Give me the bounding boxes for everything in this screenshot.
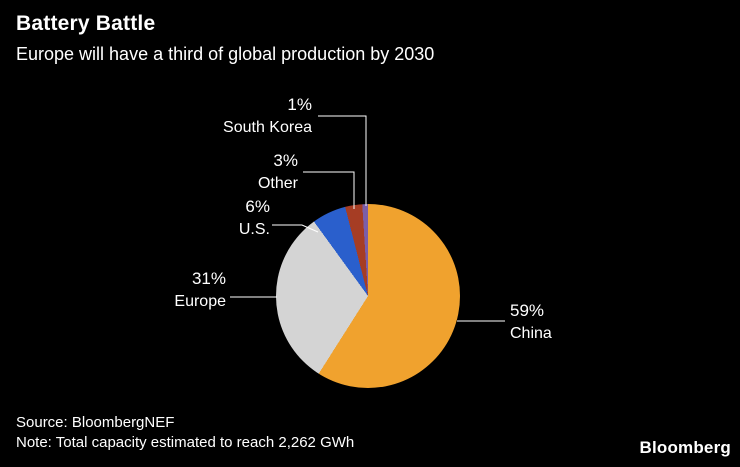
callout-europe: 31% Europe xyxy=(174,267,226,313)
callout-china-label: China xyxy=(510,325,552,342)
callout-china: 59% China xyxy=(510,299,552,345)
chart-title: Battery Battle xyxy=(16,12,156,35)
note-line: Note: Total capacity estimated to reach … xyxy=(16,434,355,451)
callout-europe-value: 31% xyxy=(191,269,226,288)
callout-china-value: 59% xyxy=(510,301,545,320)
callout-other: 3% Other xyxy=(258,149,298,195)
callout-south-korea-value: 1% xyxy=(287,95,312,114)
callout-south-korea-label: South Korea xyxy=(223,119,312,136)
callout-us: 6% U.S. xyxy=(239,195,270,241)
source-line: Source: BloombergNEF xyxy=(16,414,175,431)
bloomberg-logo: Bloomberg xyxy=(639,438,731,457)
callout-us-value: 6% xyxy=(245,197,270,216)
leader-line-south-korea xyxy=(318,115,367,206)
pie-chart xyxy=(276,204,460,388)
callout-south-korea: 1% South Korea xyxy=(223,93,312,139)
callout-other-label: Other xyxy=(257,175,298,192)
leader-line-other xyxy=(303,171,355,209)
callout-us-label: U.S. xyxy=(238,221,270,238)
callout-other-value: 3% xyxy=(273,151,298,170)
callout-europe-label: Europe xyxy=(174,293,226,310)
chart-footer: Source: BloombergNEF Note: Total capacit… xyxy=(16,413,354,453)
chart-subtitle: Europe will have a third of global produ… xyxy=(16,44,435,64)
